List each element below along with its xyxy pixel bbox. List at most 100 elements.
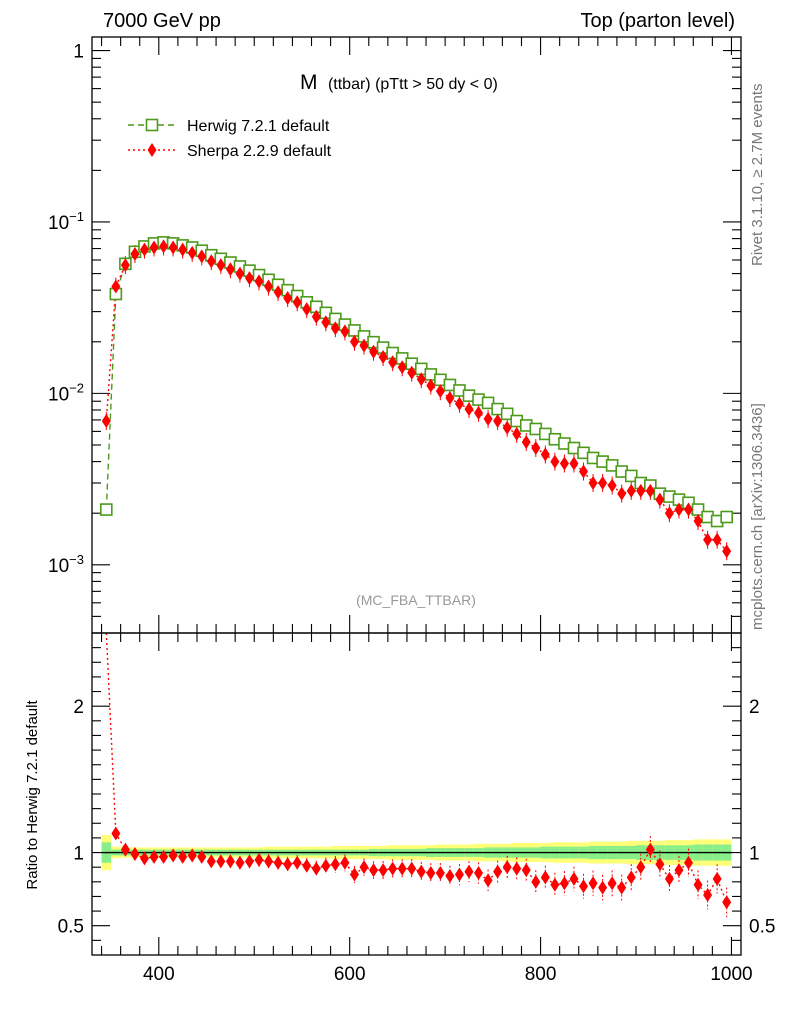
sherpa-point — [349, 334, 359, 349]
y-tick-label: 10−3 — [48, 552, 84, 577]
sherpa-point — [178, 242, 188, 257]
ratio-point — [349, 867, 359, 882]
sherpa-point — [407, 365, 417, 380]
ratio-point — [120, 842, 130, 857]
ratio-point — [254, 852, 264, 867]
ratio-point — [283, 857, 293, 872]
plot-title-rest: (ttbar) (pTtt > 50 dy < 0) — [328, 76, 498, 93]
sherpa-point — [617, 486, 627, 501]
legend: Herwig 7.2.1 default Sherpa 2.2.9 default — [128, 118, 332, 160]
sherpa-point — [330, 321, 340, 336]
sherpa-point — [283, 291, 293, 306]
sherpa-point — [416, 372, 426, 387]
ratio-point — [369, 863, 379, 878]
y-tick-label: 10−1 — [48, 209, 84, 234]
sherpa-point — [474, 405, 484, 420]
ratio-point — [674, 863, 684, 878]
ratio-point — [111, 826, 121, 841]
ratio-point — [159, 849, 169, 864]
ratio-point — [607, 876, 617, 891]
legend-herwig-label: Herwig 7.2.1 default — [187, 118, 330, 135]
ratio-point — [559, 876, 569, 891]
ratio-point — [388, 861, 398, 876]
sherpa-point — [626, 483, 636, 498]
analysis-label: Top (parton level) — [580, 10, 735, 32]
sherpa-point — [149, 240, 159, 255]
ratio-point — [626, 870, 636, 885]
ratio-panel: 2 2 1 1 0.5 0.5 400 600 800 1000 Ratio to Herwig… — [24, 37, 775, 985]
sherpa-point — [493, 414, 503, 429]
x-axis-ticks: 400 600 800 1000 — [100, 37, 753, 985]
ratio-tick-label: 1 — [73, 844, 84, 865]
sherpa-point — [559, 456, 569, 471]
ratio-point — [579, 879, 589, 894]
sherpa-point — [684, 502, 694, 517]
sherpa-point — [311, 309, 321, 324]
sherpa-point — [321, 315, 331, 330]
ratio-y-ticks: 2 2 1 1 0.5 0.5 — [58, 647, 775, 941]
ratio-point — [636, 860, 646, 875]
ratio-point — [187, 848, 197, 863]
sherpa-point — [531, 441, 541, 456]
mcplots-label: mcplots.cern.ch [arXiv:1306.3436] — [749, 403, 766, 630]
ratio-line — [105, 632, 728, 903]
sherpa-point — [674, 502, 684, 517]
legend-sherpa-label: Sherpa 2.2.9 default — [187, 143, 332, 160]
ratio-point — [703, 887, 713, 902]
ratio-point — [378, 863, 388, 878]
ratio-point — [340, 855, 350, 870]
ratio-point — [483, 873, 493, 888]
ratio-tick-label: 0.5 — [58, 917, 84, 938]
plot-title-main: M — [300, 71, 318, 94]
sherpa-point — [521, 435, 531, 450]
sherpa-point — [712, 532, 722, 547]
ratio-point — [330, 857, 340, 872]
sherpa-point — [369, 344, 379, 359]
ratio-point — [512, 861, 522, 876]
ratio-y-axis-label: Ratio to Herwig 7.2.1 default — [24, 700, 41, 890]
ratio-frame — [91, 632, 742, 956]
sherpa-line — [105, 245, 728, 552]
herwig-point — [720, 510, 733, 524]
ratio-point — [197, 849, 207, 864]
legend-sherpa-marker — [147, 143, 157, 157]
herwig-point — [624, 469, 638, 483]
sherpa-point — [588, 476, 598, 491]
ratio-point — [531, 874, 541, 889]
main-y-ticks: 1 10−1 10−2 10−3 — [48, 42, 741, 634]
y-tick-label: 10−2 — [48, 380, 84, 405]
sherpa-point — [216, 258, 226, 273]
sherpa-point — [636, 483, 646, 498]
ratio-point — [168, 848, 178, 863]
ratio-point — [311, 861, 321, 876]
ratio-point — [569, 871, 579, 886]
ratio-point — [416, 864, 426, 879]
legend-herwig-marker — [145, 118, 159, 132]
sherpa-point — [550, 454, 560, 469]
sherpa-point — [139, 242, 149, 257]
ratio-tick-label-right: 0.5 — [749, 917, 775, 938]
sherpa-point — [359, 338, 369, 353]
sherpa-point — [569, 456, 579, 471]
sherpa-point — [235, 266, 245, 281]
sherpa-point — [693, 514, 703, 529]
ratio-tick-label: 2 — [73, 697, 84, 718]
ratio-point — [273, 855, 283, 870]
ratio-point — [407, 861, 417, 876]
sherpa-point — [187, 245, 197, 260]
sherpa-point — [130, 247, 140, 262]
ratio-point — [130, 847, 140, 862]
sherpa-point — [397, 360, 407, 375]
ratio-point — [292, 855, 302, 870]
ratio-point — [550, 877, 560, 892]
rivet-label: Rivet 3.1.10, ≥ 2.7M events — [749, 84, 766, 267]
x-tick-label: 800 — [525, 964, 557, 985]
sherpa-point — [664, 506, 674, 521]
ratio-point — [493, 864, 503, 879]
ratio-point — [664, 871, 674, 886]
ratio-point — [464, 864, 474, 879]
ratio-point — [435, 866, 445, 881]
herwig-point — [500, 407, 514, 421]
sherpa-point — [435, 384, 445, 399]
